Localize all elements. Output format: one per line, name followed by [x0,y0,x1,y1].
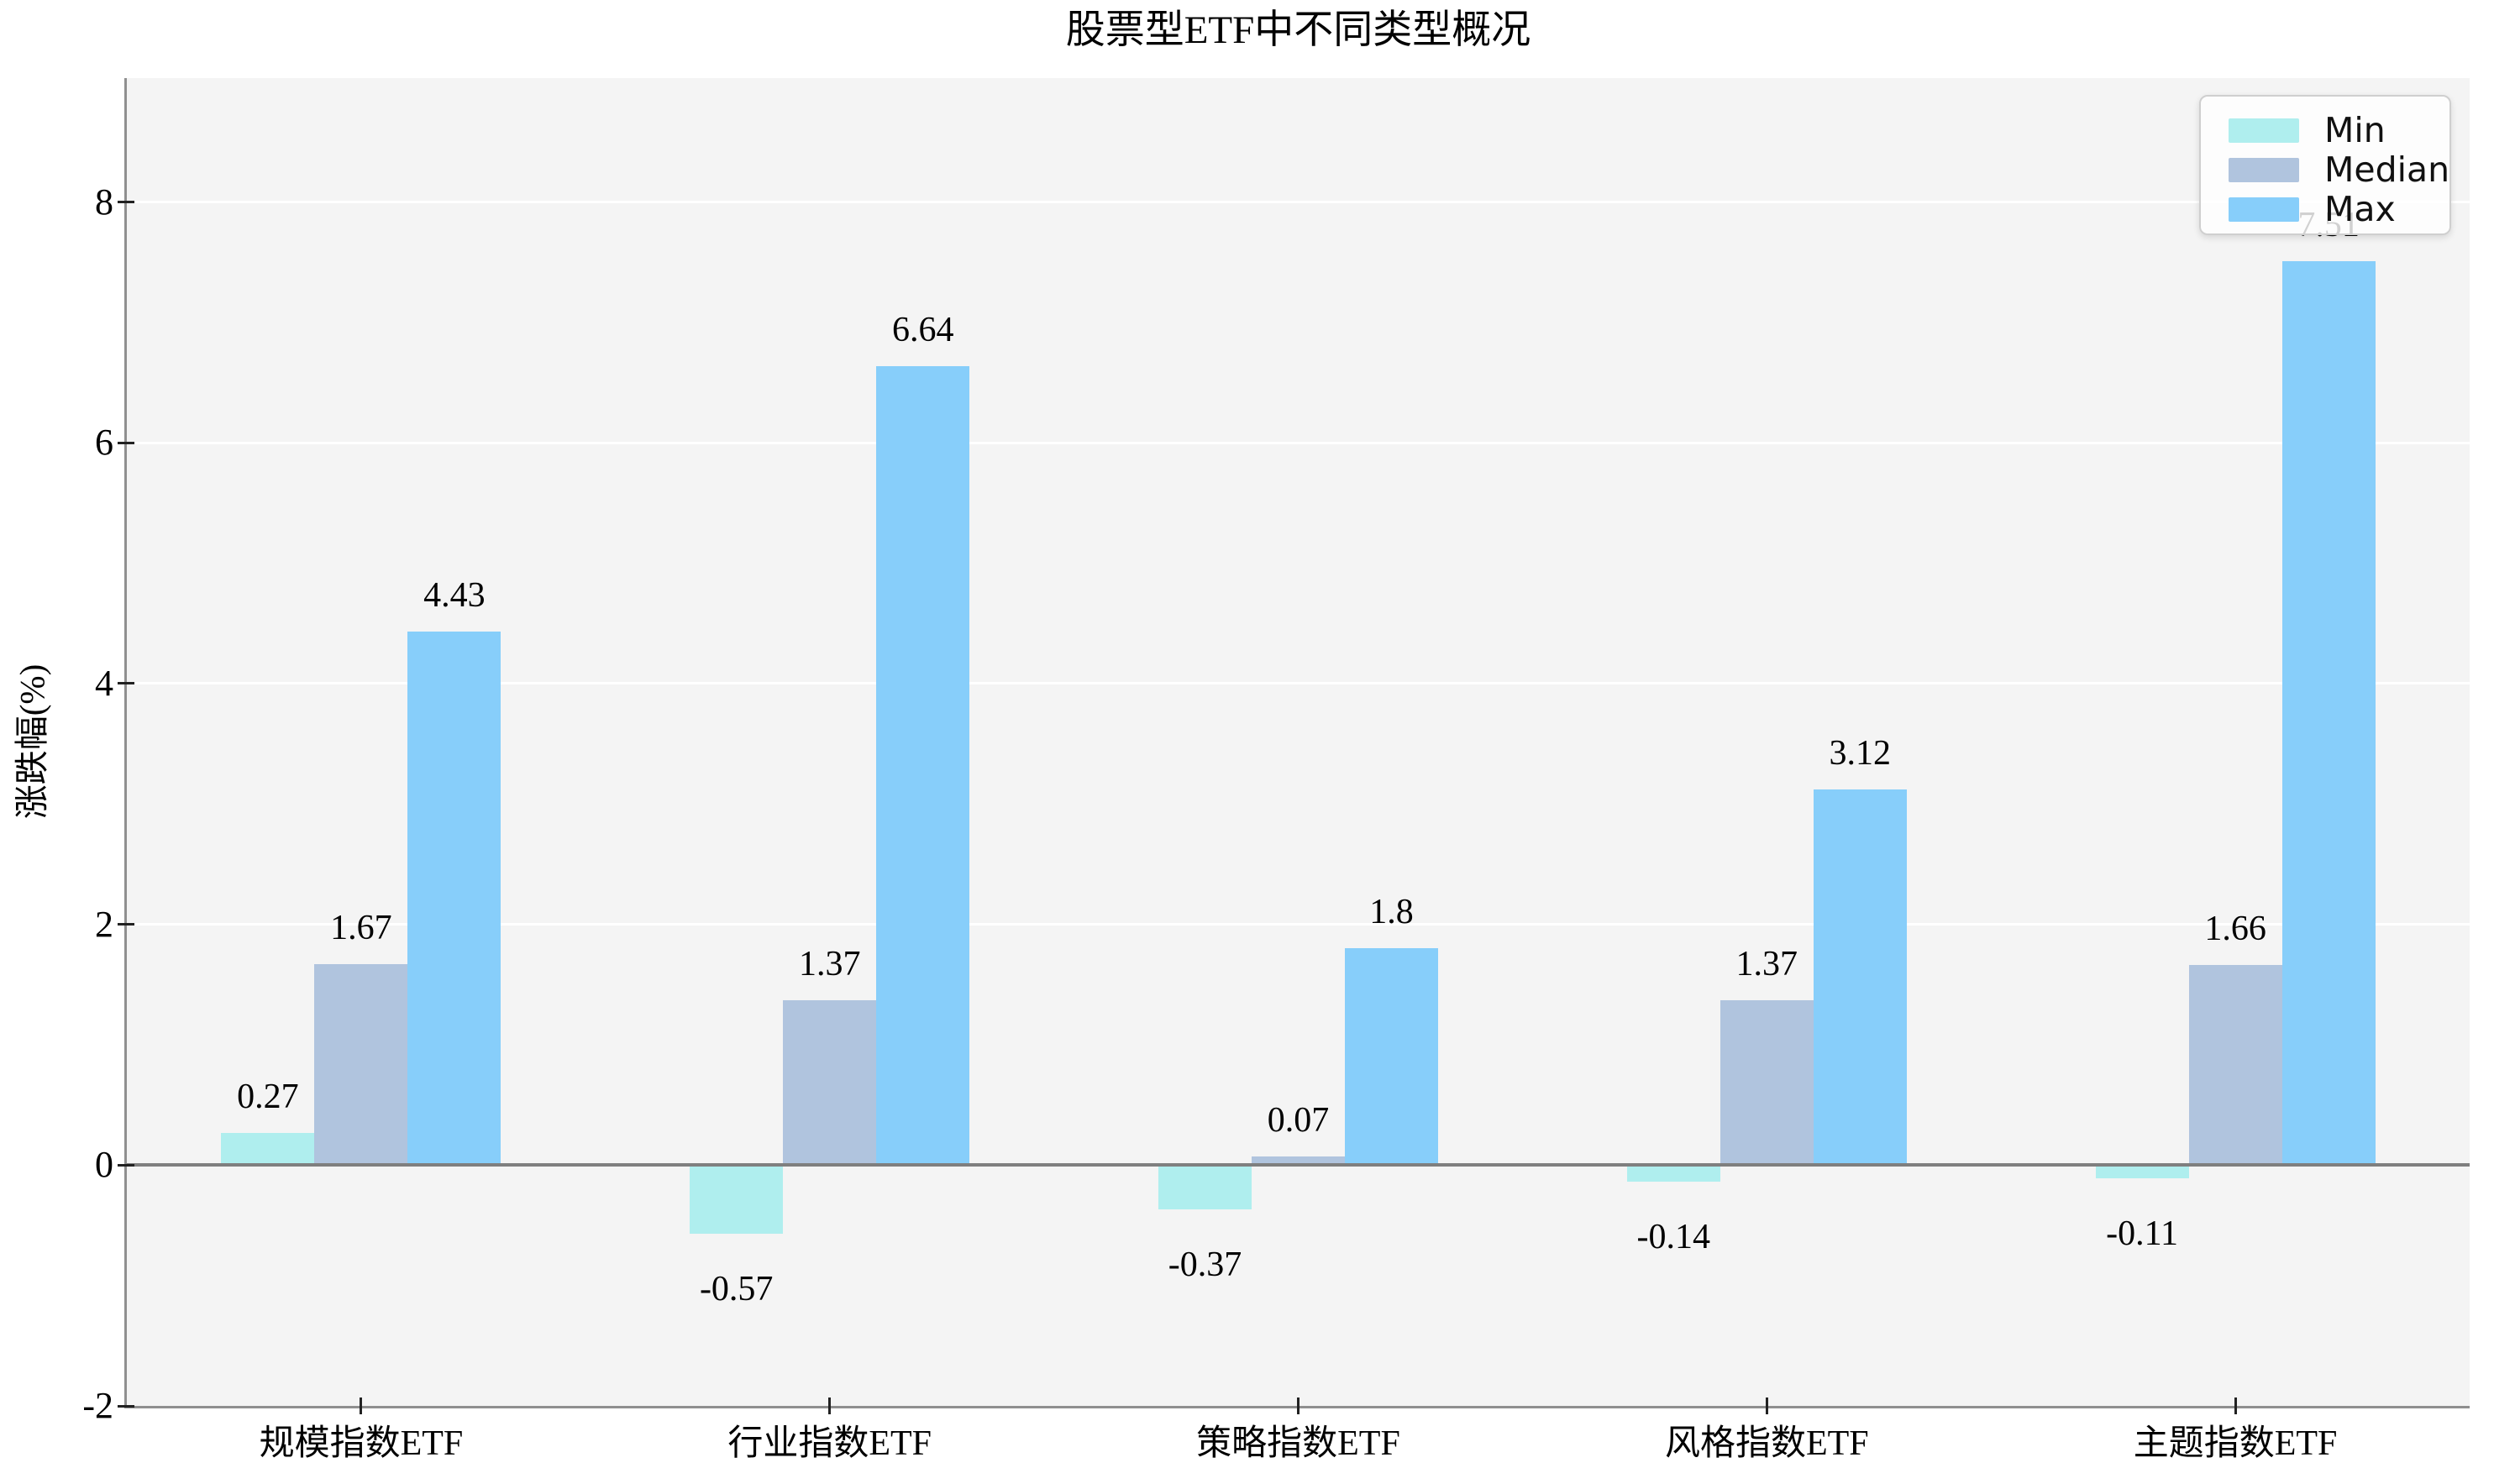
bar-value-label: 0.27 [237,1077,299,1116]
legend-item-median: Median [2229,150,2449,190]
y-tick-label: -2 [82,1385,113,1426]
x-tick-label: 规模指数ETF [259,1424,464,1463]
bar-value-label: 1.37 [798,944,861,983]
gridline [127,201,2470,204]
bar-value-label: -0.57 [699,1270,774,1309]
x-tick-label: 策略指数ETF [1196,1424,1400,1463]
bar-median [2188,965,2282,1166]
bar-median [783,999,877,1166]
legend-item-min: Min [2229,111,2449,150]
x-tick-label: 主题指数ETF [2133,1424,2338,1463]
y-axis-spine [124,78,127,1408]
y-tick-label: 6 [95,422,113,464]
x-tick-label: 风格指数ETF [1664,1424,1869,1463]
bar-max [1345,948,1438,1166]
bar-min [1158,1165,1252,1210]
bar-min [2095,1165,2189,1179]
y-tick [118,1404,134,1408]
x-tick [828,1397,832,1414]
bar-median [1252,1156,1345,1166]
bar-value-label: 4.43 [423,576,486,616]
y-tick-label: 8 [95,181,113,223]
bar-value-label: -0.14 [1636,1218,1711,1257]
legend: Min Median Max [2199,95,2451,235]
legend-item-max: Max [2229,190,2449,229]
x-tick [1765,1397,1768,1414]
bar-value-label: 1.66 [2204,910,2266,949]
bar-value-label: 0.07 [1267,1101,1330,1141]
bar-min [221,1132,315,1166]
bar-value-label: 6.64 [891,310,954,349]
bar-value-label: -0.11 [2106,1214,2179,1254]
y-tick-label: 2 [95,903,113,945]
y-axis-label: 涨跌幅(%) [13,663,51,820]
chart-title: 股票型ETF中不同类型概况 [1065,8,1531,52]
bar-max [2281,260,2376,1166]
x-tick [2234,1397,2237,1414]
y-tick [118,923,134,926]
legend-label: Median [2324,149,2450,190]
plot-area: Min Median Max -2 0 2 4 6 8 规模指数ETF 0.27 1.67 4.43 行… [82,78,2470,1463]
y-tick-label: 0 [95,1144,113,1186]
gridline [127,682,2470,685]
zero-line [127,1163,2470,1167]
x-tick-label: 行业指数ETF [727,1424,932,1463]
legend-label: Min [2324,110,2386,150]
x-tick [1297,1397,1300,1414]
bar-value-label: 3.12 [1829,734,1892,773]
legend-label: Max [2324,189,2396,229]
y-tick-label: 4 [95,662,113,704]
bar-value-label: -0.37 [1168,1245,1242,1285]
legend-swatch-median [2229,158,2299,182]
bar-max [407,632,501,1166]
legend-swatch-max [2229,197,2299,222]
bar-value-label: 1.8 [1369,893,1414,932]
y-tick [118,682,134,685]
bar-max [876,365,970,1166]
bar-value-label: 1.67 [330,908,392,947]
bar-max [1813,789,1907,1166]
y-tick [118,1163,134,1167]
y-tick [118,441,134,444]
legend-swatch-min [2229,118,2299,143]
gridline [127,441,2470,444]
gridline [127,923,2470,926]
y-tick [118,201,134,204]
bar-value-label: 1.37 [1735,944,1798,983]
bar-min [1626,1165,1720,1182]
bar-median [314,963,408,1166]
x-tick [360,1397,363,1414]
bar-median [1720,999,1814,1166]
bar-min [690,1165,784,1234]
